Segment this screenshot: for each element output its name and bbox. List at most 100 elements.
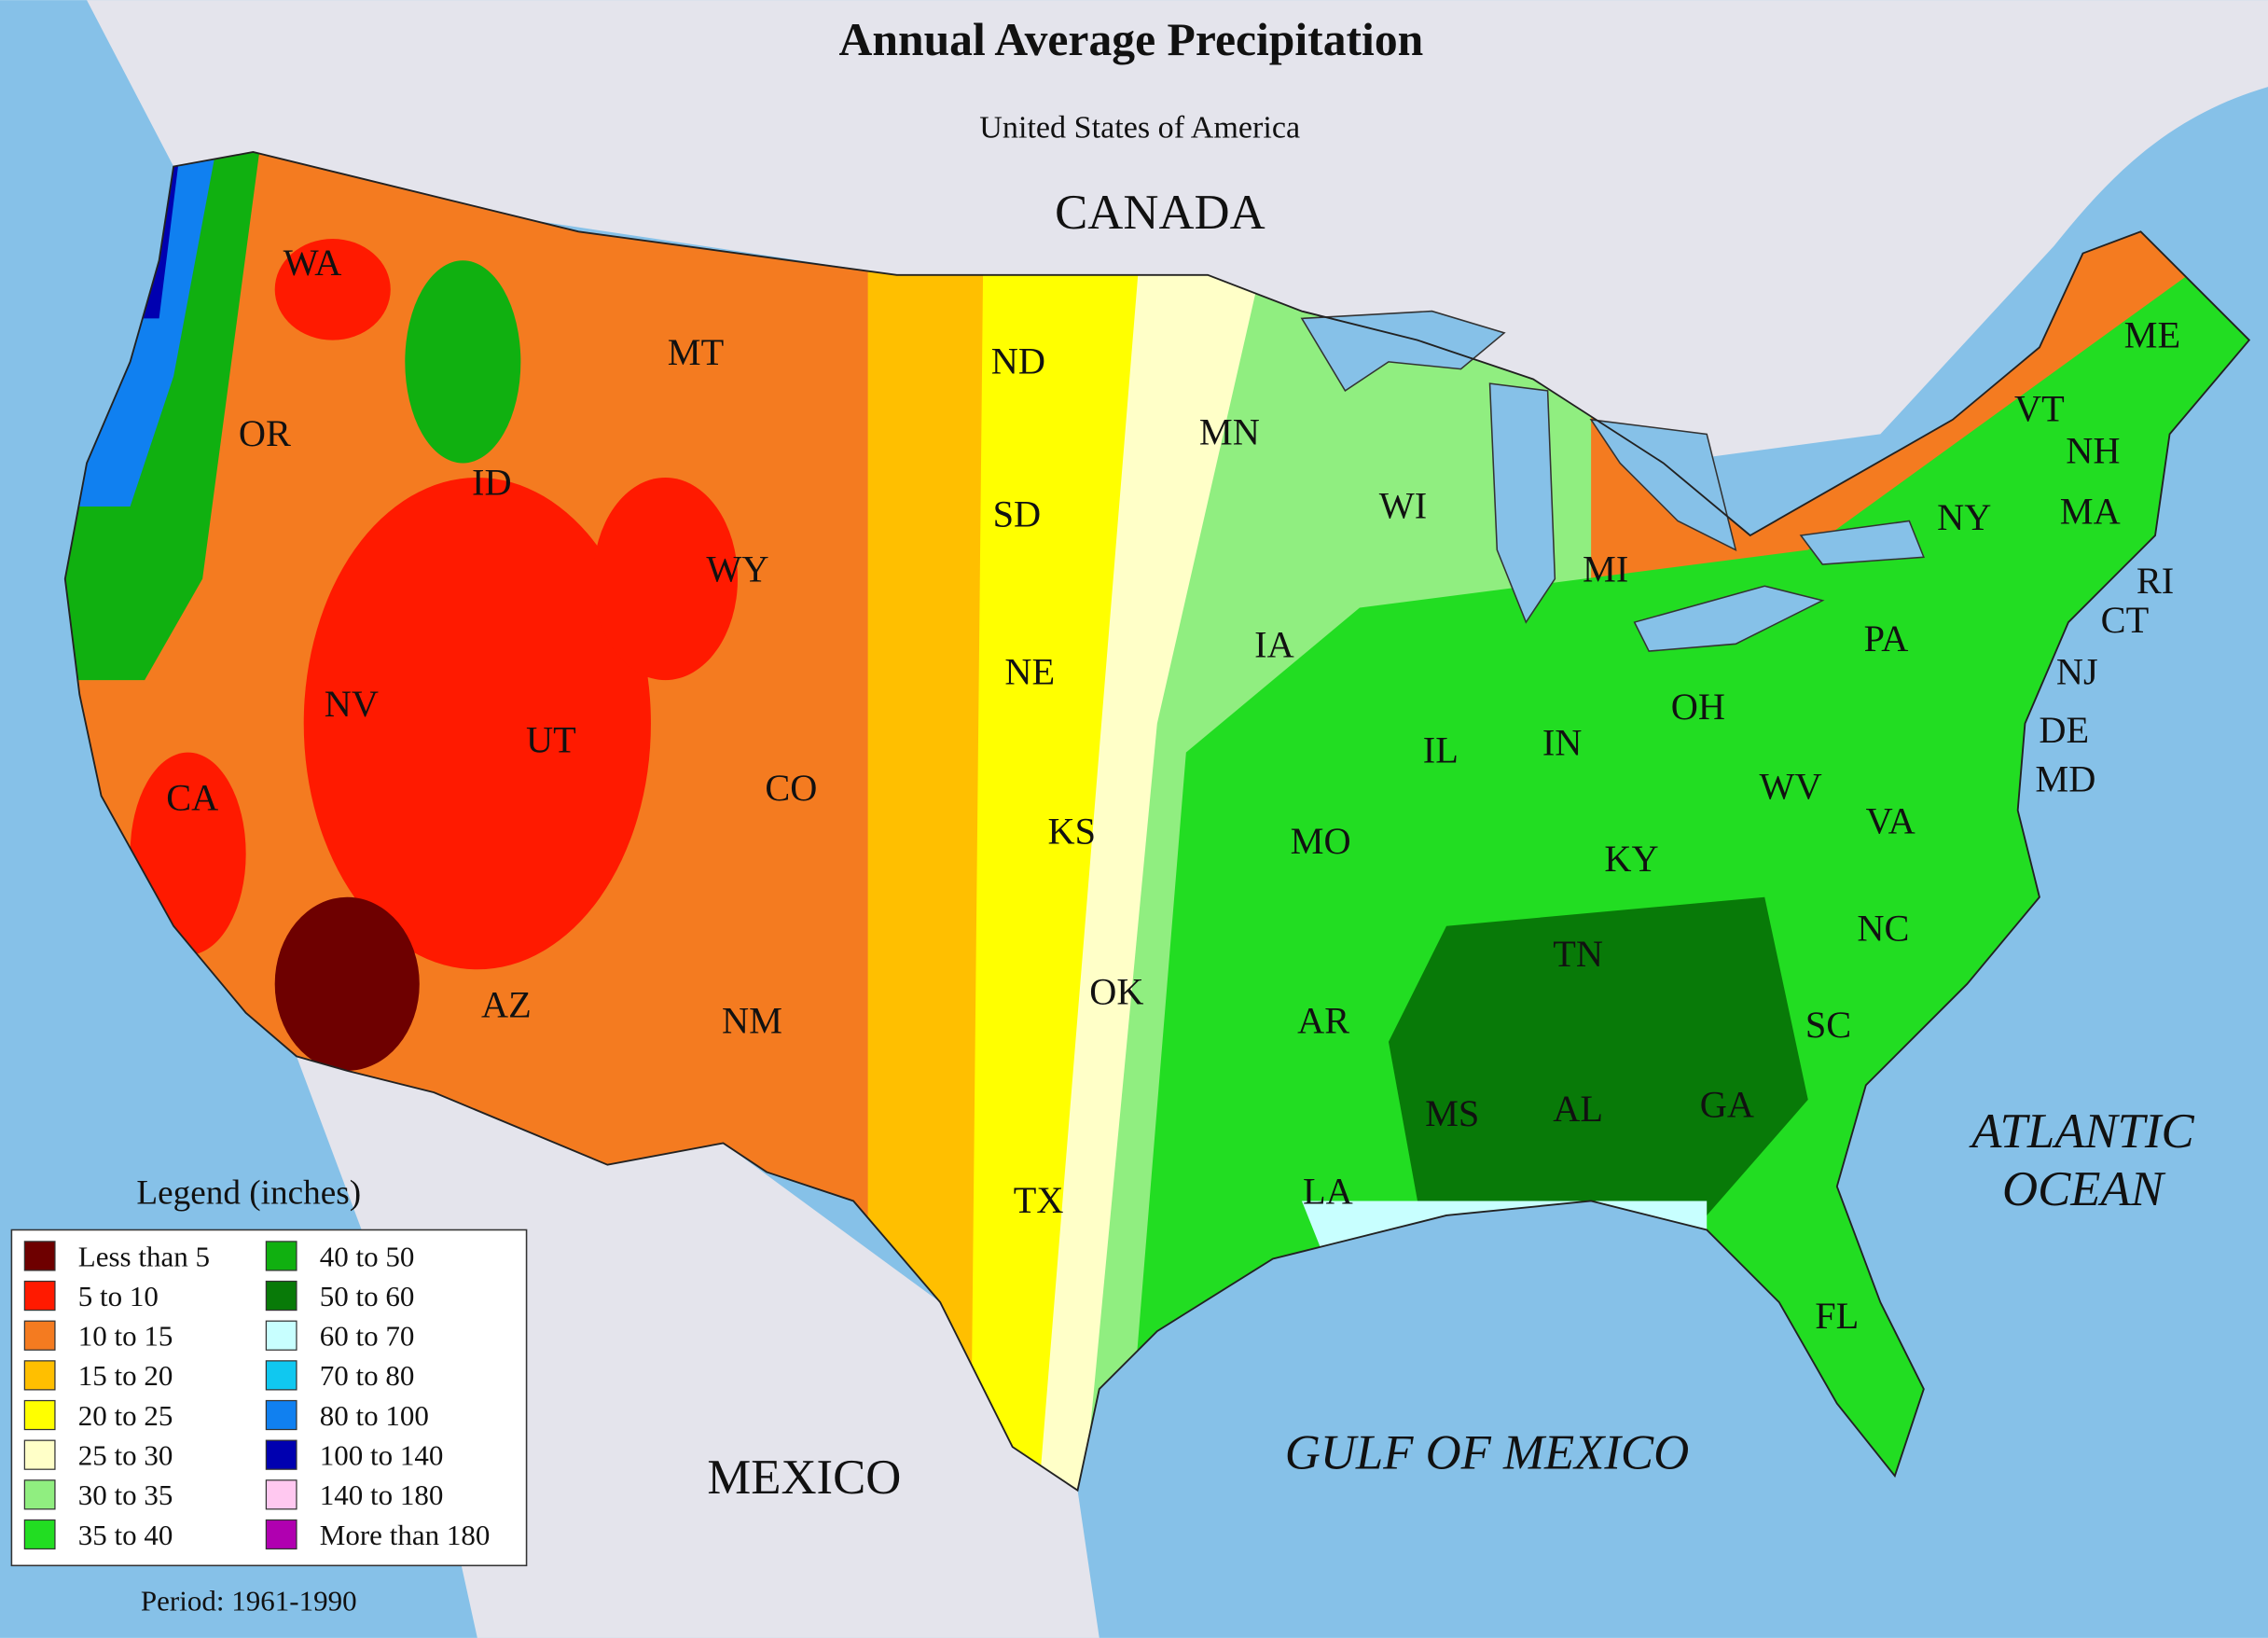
state-label: UT <box>526 719 576 761</box>
state-label: PA <box>1864 618 1909 659</box>
state-label: SD <box>993 493 1042 535</box>
legend-label: More than 180 <box>320 1519 491 1551</box>
state-label: MN <box>1199 410 1260 452</box>
band <box>1070 216 1592 1491</box>
legend-swatch <box>23 1519 56 1550</box>
state-label: ME <box>2124 313 2180 355</box>
state-label: MS <box>1425 1092 1479 1134</box>
region-label: MEXICO <box>707 1451 901 1505</box>
legend-swatch <box>265 1280 297 1312</box>
state-label: ND <box>991 340 1045 382</box>
state-label: NV <box>325 683 379 725</box>
lake <box>1799 520 1925 565</box>
legend-label: 15 to 20 <box>78 1359 173 1392</box>
legend-label: Less than 5 <box>78 1240 210 1272</box>
state-label: WY <box>706 548 768 590</box>
state-label: AR <box>1297 1000 1349 1042</box>
state-label: CO <box>765 767 817 809</box>
legend-swatch <box>23 1360 56 1391</box>
region-label: CANADA <box>1055 186 1265 240</box>
region-label: ATLANTIC OCEAN <box>1969 1104 2194 1216</box>
state-label: GA <box>1700 1084 1754 1126</box>
state-label: VA <box>1866 800 1915 842</box>
state-label: NE <box>1004 651 1055 693</box>
state-label: MD <box>2035 758 2095 800</box>
legend-label: 35 to 40 <box>78 1519 173 1551</box>
legend-label: 10 to 15 <box>78 1320 173 1353</box>
band <box>405 260 521 464</box>
legend-swatch <box>265 1479 297 1510</box>
title: Annual Average Precipitation <box>839 14 1424 65</box>
band <box>592 477 739 681</box>
legend-label: 25 to 30 <box>78 1439 173 1472</box>
state-label: CA <box>166 777 218 819</box>
state-label: IL <box>1423 729 1459 771</box>
subtitle: United States of America <box>979 110 1300 145</box>
legend-swatch <box>23 1280 56 1312</box>
state-label: VT <box>2014 387 2065 429</box>
legend-label: 80 to 100 <box>320 1399 429 1432</box>
state-label: KS <box>1048 810 1097 852</box>
state-label: OR <box>239 412 291 454</box>
legend-label: 30 to 35 <box>78 1478 173 1511</box>
band <box>303 477 651 970</box>
legend-label: 5 to 10 <box>78 1280 159 1312</box>
state-label: FL <box>1815 1295 1859 1337</box>
state-label: OH <box>1671 686 1725 728</box>
state-label: LA <box>1303 1171 1353 1213</box>
band <box>274 896 420 1071</box>
legend-swatch <box>23 1479 56 1510</box>
lake <box>1633 585 1825 652</box>
state-label: TN <box>1553 933 1603 975</box>
legend-swatch <box>23 1399 56 1431</box>
state-label: ID <box>472 462 512 504</box>
legend-label: 60 to 70 <box>320 1320 415 1353</box>
region-label: GULF OF MEXICO <box>1285 1425 1689 1479</box>
state-label: MT <box>668 331 724 373</box>
state-label: MI <box>1583 548 1628 590</box>
state-label: MO <box>1291 820 1351 862</box>
legend-label: 100 to 140 <box>320 1439 444 1472</box>
state-label: CT <box>2101 599 2150 641</box>
legend-swatch <box>265 1320 297 1351</box>
state-label: MA <box>2060 491 2121 533</box>
lake <box>1589 418 1737 551</box>
legend-swatch <box>265 1519 297 1550</box>
legend-label: 70 to 80 <box>320 1359 415 1392</box>
canada-land <box>0 0 2268 464</box>
legend-swatch <box>23 1320 56 1351</box>
legend-label: 140 to 180 <box>320 1478 444 1511</box>
state-label: WV <box>1760 765 1822 807</box>
legend-title: Legend (inches) <box>136 1174 361 1213</box>
state-label: NC <box>1857 907 1909 949</box>
lake <box>1488 382 1556 624</box>
state-label: KY <box>1604 838 1658 880</box>
great-lakes <box>1300 310 1925 652</box>
state-label: RI <box>2137 560 2174 602</box>
legend-label: 20 to 25 <box>78 1399 173 1432</box>
state-label: AL <box>1553 1088 1603 1130</box>
state-label: NJ <box>2056 651 2098 693</box>
legend-label: 40 to 50 <box>320 1240 415 1272</box>
state-label: NH <box>2066 429 2120 471</box>
state-label: IA <box>1254 623 1294 665</box>
lake <box>1300 310 1506 392</box>
state-label: SC <box>1805 1004 1851 1046</box>
legend-swatch <box>265 1241 297 1271</box>
legend-label: 50 to 60 <box>320 1280 415 1312</box>
state-label: WA <box>284 242 342 284</box>
band <box>1388 896 1808 1215</box>
state-label: AZ <box>481 983 532 1025</box>
state-label: NY <box>1937 496 1991 538</box>
state-label: IN <box>1542 722 1583 764</box>
legend-swatch <box>23 1241 56 1271</box>
state-label: DE <box>2039 709 2089 751</box>
legend-swatch <box>23 1439 56 1470</box>
state-label: NM <box>722 1000 782 1042</box>
legend-swatch <box>265 1360 297 1391</box>
state-label: WI <box>1379 484 1427 526</box>
band <box>274 239 391 340</box>
legend-swatch <box>265 1399 297 1431</box>
